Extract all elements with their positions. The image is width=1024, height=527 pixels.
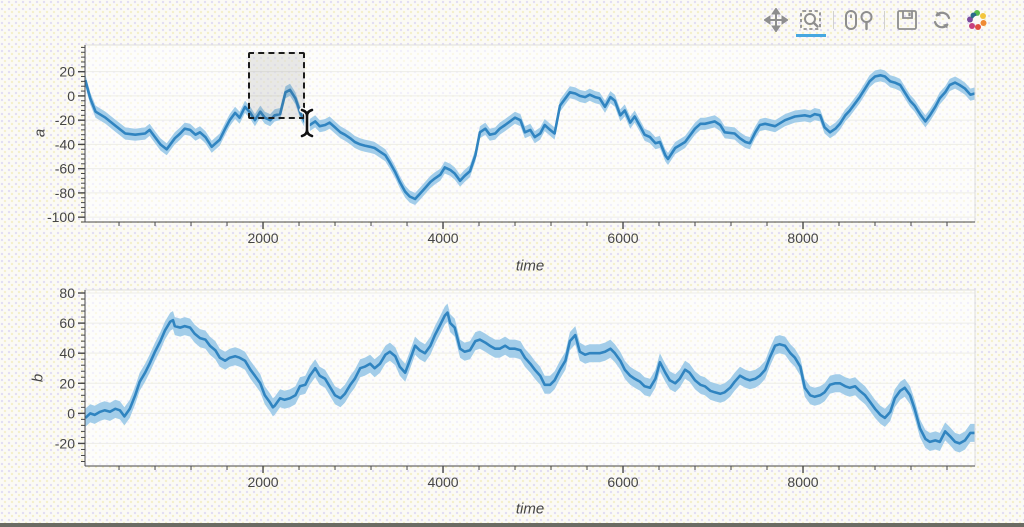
y-tick-label: -60 bbox=[55, 161, 75, 177]
y-tick-label: 20 bbox=[59, 64, 75, 80]
toolbar-separator bbox=[833, 11, 834, 29]
box-zoom-selection bbox=[247, 52, 306, 119]
reset-icon bbox=[933, 11, 951, 29]
bottom-bar bbox=[0, 523, 1024, 527]
series-line bbox=[84, 74, 976, 201]
figure-a-ylabel: a bbox=[31, 128, 49, 138]
confidence-band bbox=[85, 303, 975, 453]
y-tick-label: -100 bbox=[47, 209, 75, 225]
toolbar-separator bbox=[884, 11, 885, 29]
bokeh-logo[interactable] bbox=[962, 6, 992, 34]
y-tick-label: 20 bbox=[59, 375, 75, 391]
figure-a-xlabel: time bbox=[515, 257, 545, 275]
x-tick-label: 6000 bbox=[607, 230, 638, 246]
x-tick-label: 4000 bbox=[427, 230, 458, 246]
x-tick-label: 2000 bbox=[247, 230, 278, 246]
y-tick-label: 0 bbox=[67, 405, 75, 421]
save-tool-button[interactable] bbox=[892, 6, 922, 34]
x-tick-label: 8000 bbox=[787, 474, 818, 490]
bokeh-logo-icon bbox=[967, 10, 987, 30]
box-zoom-icon bbox=[800, 10, 821, 30]
pan-move-icon bbox=[764, 8, 788, 32]
pan-tool-button[interactable] bbox=[761, 6, 791, 34]
y-tick-label: -20 bbox=[55, 112, 75, 128]
figure-b-ylabel: b bbox=[29, 373, 47, 383]
wheel-zoom-icon bbox=[845, 10, 873, 31]
x-tick-label: 6000 bbox=[607, 474, 638, 490]
plot-background bbox=[85, 290, 975, 466]
bokeh-toolbar bbox=[761, 3, 992, 37]
figure-b-xlabel: time bbox=[515, 500, 545, 518]
x-tick-label: 2000 bbox=[247, 474, 278, 490]
x-tick-label: 4000 bbox=[427, 474, 458, 490]
x-tick-label: 8000 bbox=[787, 230, 818, 246]
box-zoom-tool-button[interactable] bbox=[796, 3, 826, 37]
y-tick-label: -80 bbox=[55, 185, 75, 201]
series-line bbox=[84, 311, 975, 445]
y-tick-label: 40 bbox=[59, 345, 75, 361]
y-tick-label: -20 bbox=[55, 435, 75, 451]
y-tick-label: -40 bbox=[55, 136, 75, 152]
confidence-band bbox=[85, 69, 975, 205]
y-tick-label: 60 bbox=[59, 315, 75, 331]
y-tick-label: 0 bbox=[67, 88, 75, 104]
reset-tool-button[interactable] bbox=[927, 6, 957, 34]
save-icon bbox=[897, 10, 917, 30]
wheel-zoom-tool-button[interactable] bbox=[841, 6, 877, 34]
y-tick-label: 80 bbox=[59, 285, 75, 301]
text-cursor-icon bbox=[299, 107, 315, 139]
